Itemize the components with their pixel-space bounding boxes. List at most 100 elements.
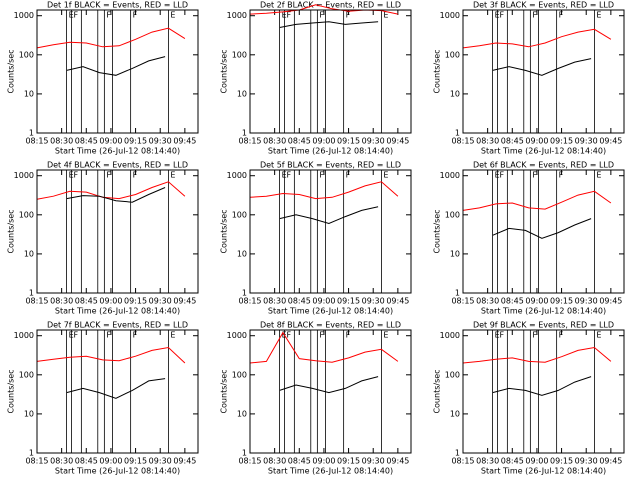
x-tick-label: 09:30 (575, 457, 598, 466)
y-tick-label: 100 (445, 210, 460, 219)
y-tick-label: 100 (232, 210, 247, 219)
x-tick-label: 08:30 (263, 137, 286, 146)
y-axis-label: Counts/sec (220, 49, 229, 93)
x-tick-label: 09:00 (99, 297, 122, 306)
series-line (279, 376, 379, 394)
x-axis-label: Start Time (26-Jul-12 08:14:40) (55, 467, 180, 476)
event-label: F (106, 171, 111, 180)
x-tick-label: 09:15 (337, 297, 360, 306)
event-label: F (319, 331, 324, 340)
event-label: F (133, 331, 138, 340)
x-tick-label: 08:30 (476, 297, 499, 306)
event-label: E (596, 11, 601, 20)
x-tick-label: 09:15 (550, 297, 573, 306)
x-tick-label: 09:45 (599, 137, 622, 146)
series-line (249, 331, 399, 364)
plot-frame (36, 169, 199, 294)
y-tick-label: 1 (242, 449, 247, 458)
event-label: F (74, 331, 79, 340)
y-tick-label: 100 (445, 370, 460, 379)
event-label: F (319, 171, 324, 180)
x-tick-label: 09:00 (525, 137, 548, 146)
x-tick-label: 09:00 (312, 457, 335, 466)
x-axis-label: Start Time (26-Jul-12 08:14:40) (481, 147, 606, 156)
x-tick-label: 09:30 (575, 297, 598, 306)
x-tick-label: 09:30 (362, 297, 385, 306)
x-axis-label: Start Time (26-Jul-12 08:14:40) (481, 307, 606, 316)
event-label: F (532, 331, 537, 340)
event-label: F (106, 11, 111, 20)
y-tick-label: 100 (445, 50, 460, 59)
y-tick-label: 10 (450, 89, 460, 98)
y-tick-label: 10 (237, 409, 247, 418)
y-tick-label: 10 (237, 249, 247, 258)
x-tick-label: 09:45 (173, 297, 196, 306)
series-line (492, 376, 592, 396)
x-axis-label: Start Time (26-Jul-12 08:14:40) (268, 307, 393, 316)
x-tick-label: 08:30 (476, 137, 499, 146)
event-label: F (559, 331, 564, 340)
event-label: E (383, 11, 388, 20)
x-tick-label: 08:45 (501, 297, 524, 306)
x-tick-label: 09:00 (312, 137, 335, 146)
x-tick-label: 09:15 (124, 457, 147, 466)
panel-title: Det 2f BLACK = Events, RED = LLD (260, 1, 401, 10)
x-tick-label: 08:15 (238, 137, 261, 146)
plot-frame (249, 329, 412, 454)
event-label: E (596, 171, 601, 180)
event-label: E (596, 331, 601, 340)
x-tick-label: 09:15 (337, 137, 360, 146)
x-tick-label: 08:15 (451, 457, 474, 466)
y-tick-label: 10 (24, 89, 34, 98)
series-line (66, 56, 166, 76)
y-tick-label: 1 (455, 449, 460, 458)
x-tick-label: 09:30 (149, 137, 172, 146)
x-tick-label: 09:45 (386, 297, 409, 306)
y-tick-label: 1000 (440, 171, 460, 180)
y-tick-label: 10 (237, 89, 247, 98)
series-line (462, 190, 612, 211)
plot-frame (36, 329, 199, 454)
y-tick-label: 10 (450, 409, 460, 418)
event-label: F (133, 11, 138, 20)
series-line (492, 58, 592, 76)
y-tick-label: 1 (242, 289, 247, 298)
event-label: F (106, 331, 111, 340)
y-tick-label: 10 (24, 249, 34, 258)
x-tick-label: 09:00 (525, 457, 548, 466)
y-tick-label: 100 (19, 210, 34, 219)
panel-title: Det 9f BLACK = Events, RED = LLD (473, 321, 614, 330)
y-axis-label: Counts/sec (433, 209, 442, 253)
event-label: F (500, 11, 505, 20)
x-tick-label: 08:45 (75, 137, 98, 146)
x-tick-label: 08:30 (50, 297, 73, 306)
event-label: F (133, 171, 138, 180)
y-tick-label: 1 (242, 129, 247, 138)
event-label: E (383, 331, 388, 340)
y-tick-label: 1 (29, 129, 34, 138)
x-axis-label: Start Time (26-Jul-12 08:14:40) (55, 307, 180, 316)
event-label: F (346, 171, 351, 180)
x-tick-label: 09:45 (386, 457, 409, 466)
panel-title: Det 7f BLACK = Events, RED = LLD (47, 321, 188, 330)
x-tick-label: 09:15 (124, 137, 147, 146)
x-tick-label: 08:15 (451, 137, 474, 146)
y-tick-label: 1000 (14, 11, 34, 20)
event-label: E (170, 331, 175, 340)
x-tick-label: 08:15 (238, 457, 261, 466)
x-tick-label: 08:15 (25, 297, 48, 306)
y-axis-label: Counts/sec (7, 209, 16, 253)
x-tick-label: 08:45 (288, 297, 311, 306)
event-label: F (74, 171, 79, 180)
y-axis-label: Counts/sec (7, 49, 16, 93)
y-axis-label: Counts/sec (220, 209, 229, 253)
event-label: F (287, 331, 292, 340)
x-tick-label: 08:30 (476, 457, 499, 466)
y-axis-label: Counts/sec (433, 49, 442, 93)
plot-frame (462, 169, 625, 294)
event-label: F (287, 171, 292, 180)
x-tick-label: 09:00 (99, 137, 122, 146)
x-tick-label: 09:30 (149, 457, 172, 466)
event-label: E (170, 171, 175, 180)
y-tick-label: 1000 (14, 331, 34, 340)
